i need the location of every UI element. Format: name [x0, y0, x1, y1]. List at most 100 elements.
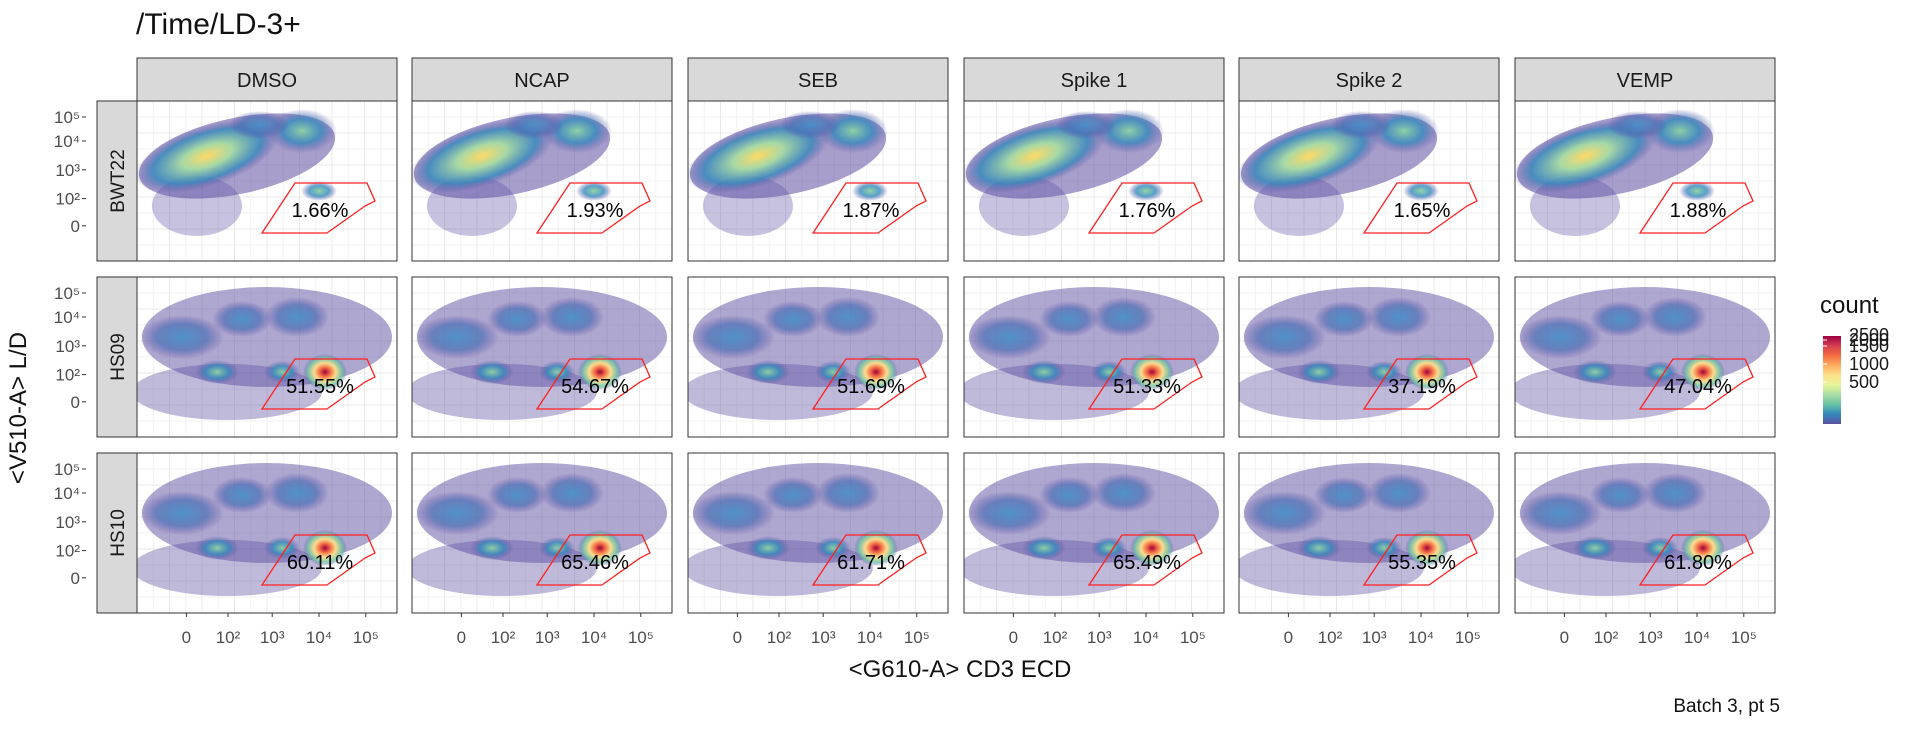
row-strip-3: HS10: [97, 453, 137, 613]
y-tick-label: 10⁵: [54, 460, 80, 479]
column-strip-2: NCAP: [412, 58, 672, 101]
x-tick-label: 0: [182, 628, 191, 647]
y-tick-label: 10⁴: [54, 132, 80, 151]
density-blob: [1039, 477, 1099, 513]
panel-HS09-Spike 2: 37.19%: [1234, 277, 1499, 437]
x-tick-label: 0: [457, 628, 466, 647]
density-blob: [746, 360, 790, 384]
density-blob: [576, 181, 612, 201]
density-blob: [1022, 360, 1066, 384]
density-blob: [212, 477, 272, 513]
density-blob: [1242, 491, 1326, 535]
gate-percent-label: 1.65%: [1394, 200, 1451, 222]
row-strip-label: HS09: [108, 333, 129, 381]
column-strip-4: Spike 1: [964, 58, 1224, 101]
density-blob: [195, 536, 239, 560]
density-blob: [1056, 111, 1116, 139]
y-tick-label: 10⁵: [54, 108, 80, 127]
y-tick-label: 10³: [55, 161, 80, 180]
x-tick-label: 10²: [1043, 628, 1068, 647]
gate-percent-label: 51.55%: [286, 376, 354, 398]
density-blob: [470, 536, 514, 560]
gate-percent-label: 1.76%: [1119, 200, 1176, 222]
legend-title: count: [1820, 292, 1879, 320]
gate-percent-label: 65.46%: [561, 552, 629, 574]
density-blob: [746, 536, 790, 560]
density-blob: [415, 491, 499, 535]
density-blob: [1573, 536, 1617, 560]
color-legend: 2500200015001000500: [1823, 325, 1889, 424]
row-strip-1: BWT22: [97, 101, 137, 261]
density-blob: [1092, 473, 1156, 513]
gate-percent-label: 65.49%: [1113, 552, 1181, 574]
density-blob: [487, 477, 547, 513]
panel-HS09-SEB: 51.69%: [683, 277, 948, 437]
density-blob: [504, 111, 564, 139]
x-tick-label: 10²: [1594, 628, 1619, 647]
density-blob: [1590, 301, 1650, 337]
gate-percent-label: 1.66%: [292, 200, 349, 222]
density-blob: [1128, 181, 1164, 201]
density-blob: [1039, 301, 1099, 337]
y-tick-label: 0: [71, 217, 80, 236]
x-tick-label: 10²: [767, 628, 792, 647]
density-blob: [265, 473, 329, 513]
density-blob: [265, 297, 329, 337]
density-blob: [301, 181, 337, 201]
x-tick-label: 10³: [1638, 628, 1663, 647]
density-blob: [1367, 297, 1431, 337]
x-axis-label: <G610-A> CD3 ECD: [740, 656, 1180, 684]
gate-percent-label: 1.87%: [843, 200, 900, 222]
panel-HS09-VEMP: 47.04%: [1510, 277, 1775, 437]
y-tick-label: 10²: [55, 190, 80, 209]
x-tick-label: 10⁴: [581, 628, 607, 647]
gate-percent-label: 1.88%: [1670, 200, 1727, 222]
density-blob: [1607, 111, 1667, 139]
panel-HS10-SEB: 61.71%: [683, 453, 948, 613]
y-tick-label: 10³: [55, 337, 80, 356]
density-blob: [540, 297, 604, 337]
panel-BWT22-SEB: 1.87%: [677, 98, 948, 261]
density-blob: [1643, 297, 1707, 337]
gate-percent-label: 55.35%: [1388, 552, 1456, 574]
x-tick-label: 0: [1009, 628, 1018, 647]
y-tick-label: 10²: [55, 366, 80, 385]
x-tick-label: 10⁵: [1731, 628, 1757, 647]
density-blob: [140, 315, 224, 359]
panel-HS10-NCAP: 65.46%: [407, 453, 672, 613]
density-blob: [415, 315, 499, 359]
density-blob: [1643, 473, 1707, 513]
y-axis-label: <V510-A> L/D: [5, 228, 35, 588]
panel-BWT22-DMSO: 1.66%: [126, 98, 397, 261]
row-strip-label: BWT22: [108, 149, 129, 212]
column-strip-label: Spike 1: [1061, 70, 1128, 92]
panel-BWT22-VEMP: 1.88%: [1504, 98, 1775, 261]
density-blob: [1331, 111, 1391, 139]
panel-HS09-DMSO: 51.55%: [132, 277, 397, 437]
density-blob: [1314, 477, 1374, 513]
density-blob: [967, 315, 1051, 359]
y-tick-label: 10⁵: [54, 284, 80, 303]
x-tick-label: 10²: [216, 628, 241, 647]
density-blob: [967, 491, 1051, 535]
density-blob: [140, 491, 224, 535]
x-tick-label: 10³: [1362, 628, 1387, 647]
density-blob: [1242, 315, 1326, 359]
gate-percent-label: 37.19%: [1388, 376, 1456, 398]
density-blob: [1092, 297, 1156, 337]
y-tick-label: 10⁴: [54, 308, 80, 327]
density-blob: [1403, 181, 1439, 201]
density-blob: [763, 477, 823, 513]
x-tick-label: 10⁴: [1133, 628, 1159, 647]
x-tick-label: 10⁵: [353, 628, 379, 647]
column-strip-5: Spike 2: [1239, 58, 1499, 101]
density-blob: [1297, 360, 1341, 384]
legend-label: 1500: [1849, 336, 1889, 356]
x-tick-label: 10⁴: [306, 628, 332, 647]
y-tick-label: 10²: [55, 542, 80, 561]
gate-percent-label: 61.80%: [1664, 552, 1732, 574]
caption: Batch 3, pt 5: [1673, 696, 1780, 718]
x-tick-label: 10⁵: [904, 628, 930, 647]
gate-percent-label: 1.93%: [567, 200, 624, 222]
